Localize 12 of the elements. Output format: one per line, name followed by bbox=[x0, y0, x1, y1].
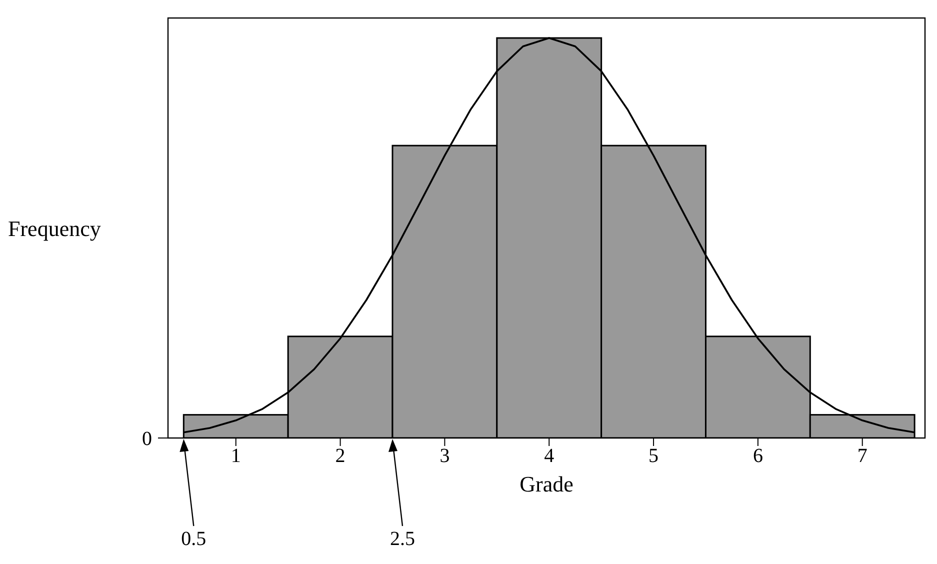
text: 2.5 bbox=[390, 528, 415, 550]
x-tick-label: 5 bbox=[648, 445, 659, 468]
text: 0 bbox=[142, 428, 152, 450]
x-tick-label: 7 bbox=[857, 445, 868, 468]
x-tick-label: 4 bbox=[544, 445, 554, 468]
x-tick-label: 2 bbox=[335, 445, 346, 468]
x-tick-label: 3 bbox=[440, 445, 450, 468]
y-axis-title: Frequency bbox=[8, 216, 101, 241]
x-tick-label: 6 bbox=[752, 445, 763, 468]
x-axis-title: Grade bbox=[520, 472, 574, 497]
text: 0.5 bbox=[181, 528, 206, 550]
x-tick-label: 1 bbox=[230, 445, 241, 468]
